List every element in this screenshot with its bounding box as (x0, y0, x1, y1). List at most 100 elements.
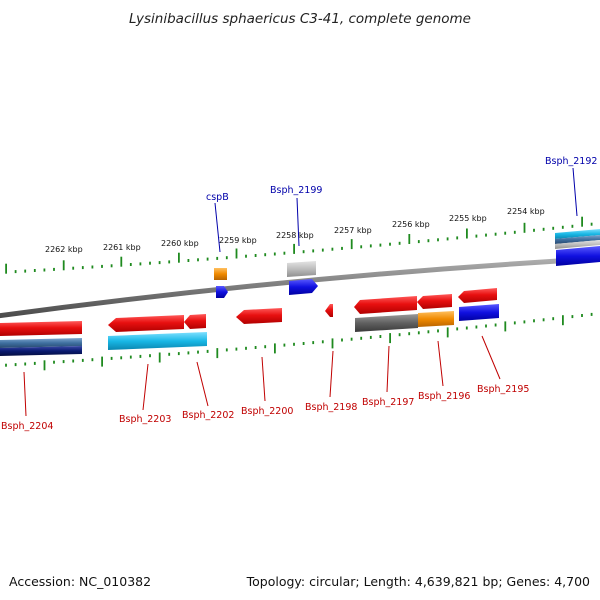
kbp-label: 2254 kbp (507, 207, 545, 216)
minor-tick (197, 258, 199, 262)
gene-arrow[interactable] (184, 314, 206, 329)
gene-arrow[interactable] (108, 315, 184, 332)
cds-block[interactable] (555, 240, 600, 249)
minor-tick (24, 362, 27, 366)
minor-tick (379, 335, 382, 338)
feature-Bsph_2195[interactable] (458, 288, 499, 321)
minor-tick (552, 226, 555, 230)
minor-tick (81, 358, 84, 362)
cds-block[interactable] (459, 304, 499, 321)
minor-tick (53, 360, 55, 364)
minor-tick (206, 349, 209, 353)
minor-tick (437, 238, 439, 242)
cds-block[interactable] (287, 261, 316, 277)
genome-summary-text: Topology: circular; Length: 4,639,821 bp… (246, 574, 590, 589)
leader-line (261, 356, 266, 402)
major-tick (120, 256, 123, 267)
gene-arrow[interactable] (458, 288, 497, 303)
gene-arrow[interactable] (0, 321, 82, 336)
major-tick (101, 356, 103, 367)
minor-tick (81, 266, 84, 270)
minor-tick (245, 346, 247, 350)
major-tick (389, 333, 391, 344)
minor-tick (321, 248, 324, 252)
minor-tick (513, 230, 516, 234)
gene-label-Bsph_2192[interactable]: Bsph_2192 (545, 156, 597, 167)
gene-arrow[interactable] (417, 294, 452, 309)
cds-block[interactable] (555, 229, 600, 239)
gene-arrow[interactable] (236, 308, 282, 324)
feature-Bsph_2198[interactable] (325, 304, 333, 317)
minor-tick (225, 256, 228, 260)
major-tick (235, 248, 238, 259)
gene-arrow[interactable] (216, 286, 228, 298)
minor-tick (283, 251, 286, 255)
minor-tick (149, 261, 151, 265)
cds-block[interactable] (0, 338, 82, 348)
minor-tick (360, 245, 363, 249)
minor-tick (14, 270, 17, 274)
feature-Bsph_2203[interactable] (108, 315, 207, 350)
major-tick (562, 315, 564, 326)
tick-scale-top (5, 216, 593, 274)
cds-block[interactable] (355, 314, 418, 332)
minor-tick (427, 239, 430, 243)
minor-tick (5, 363, 7, 367)
minor-tick (485, 324, 487, 328)
gene-label-Bsph_2197[interactable]: Bsph_2197 (362, 397, 414, 408)
gene-arrow[interactable] (556, 246, 600, 266)
minor-tick (494, 232, 497, 236)
minor-tick (91, 265, 94, 269)
cds-block[interactable] (555, 235, 600, 244)
leader-line (196, 361, 209, 407)
gene-label-Bsph_2196[interactable]: Bsph_2196 (418, 391, 470, 402)
gene-label-Bsph_2198[interactable]: Bsph_2198 (305, 402, 357, 413)
feature-Bsph_2200[interactable] (236, 308, 282, 324)
kbp-label: 2262 kbp (45, 245, 83, 254)
minor-tick (437, 329, 439, 333)
minor-tick (53, 267, 55, 271)
gene-arrow[interactable] (325, 304, 333, 317)
minor-tick (14, 363, 17, 367)
minor-tick (101, 264, 103, 268)
feature-Bsph_2196[interactable] (417, 294, 454, 327)
gene-arrow[interactable] (289, 279, 318, 295)
major-tick (350, 239, 353, 250)
gene-label-Bsph_2204[interactable]: Bsph_2204 (1, 421, 53, 432)
gene-arrow[interactable] (354, 296, 417, 314)
minor-tick (302, 250, 305, 254)
minor-tick (216, 256, 219, 260)
cds-block[interactable] (108, 332, 207, 350)
gene-label-Bsph_2203[interactable]: Bsph_2203 (119, 414, 171, 425)
gene-label-Bsph_2200[interactable]: Bsph_2200 (241, 406, 293, 417)
minor-tick (245, 254, 247, 258)
minor-tick (110, 356, 113, 360)
feature-Bsph_2192[interactable] (555, 229, 600, 266)
cds-block[interactable] (214, 268, 227, 280)
cds-block[interactable] (0, 346, 82, 356)
minor-tick (225, 348, 228, 352)
minor-tick (254, 254, 257, 257)
minor-tick (494, 323, 497, 327)
cds-block[interactable] (418, 311, 454, 327)
gene-label-Bsph_2202[interactable]: Bsph_2202 (182, 410, 234, 421)
kbp-label: 2261 kbp (103, 243, 141, 252)
minor-tick (446, 237, 449, 241)
minor-tick (293, 342, 295, 346)
gene-label-Bsph_2195[interactable]: Bsph_2195 (477, 384, 529, 395)
feature-cspB[interactable] (214, 268, 228, 298)
leader-line (386, 345, 390, 393)
feature-Bsph_2202[interactable] (184, 314, 206, 329)
gene-label-Bsph_2199[interactable]: Bsph_2199 (270, 185, 322, 196)
leader-line (437, 340, 444, 387)
minor-tick (139, 262, 142, 266)
feature-Bsph_2199[interactable] (287, 261, 318, 295)
feature-Bsph_2204[interactable] (0, 321, 82, 356)
minor-tick (389, 242, 391, 246)
gene-label-cspB[interactable]: cspB (206, 192, 229, 203)
minor-tick (33, 361, 36, 365)
feature-Bsph_2197[interactable] (354, 296, 418, 332)
leader-line (329, 350, 334, 398)
kbp-label: 2259 kbp (219, 236, 257, 245)
kbp-label: 2257 kbp (334, 226, 372, 235)
